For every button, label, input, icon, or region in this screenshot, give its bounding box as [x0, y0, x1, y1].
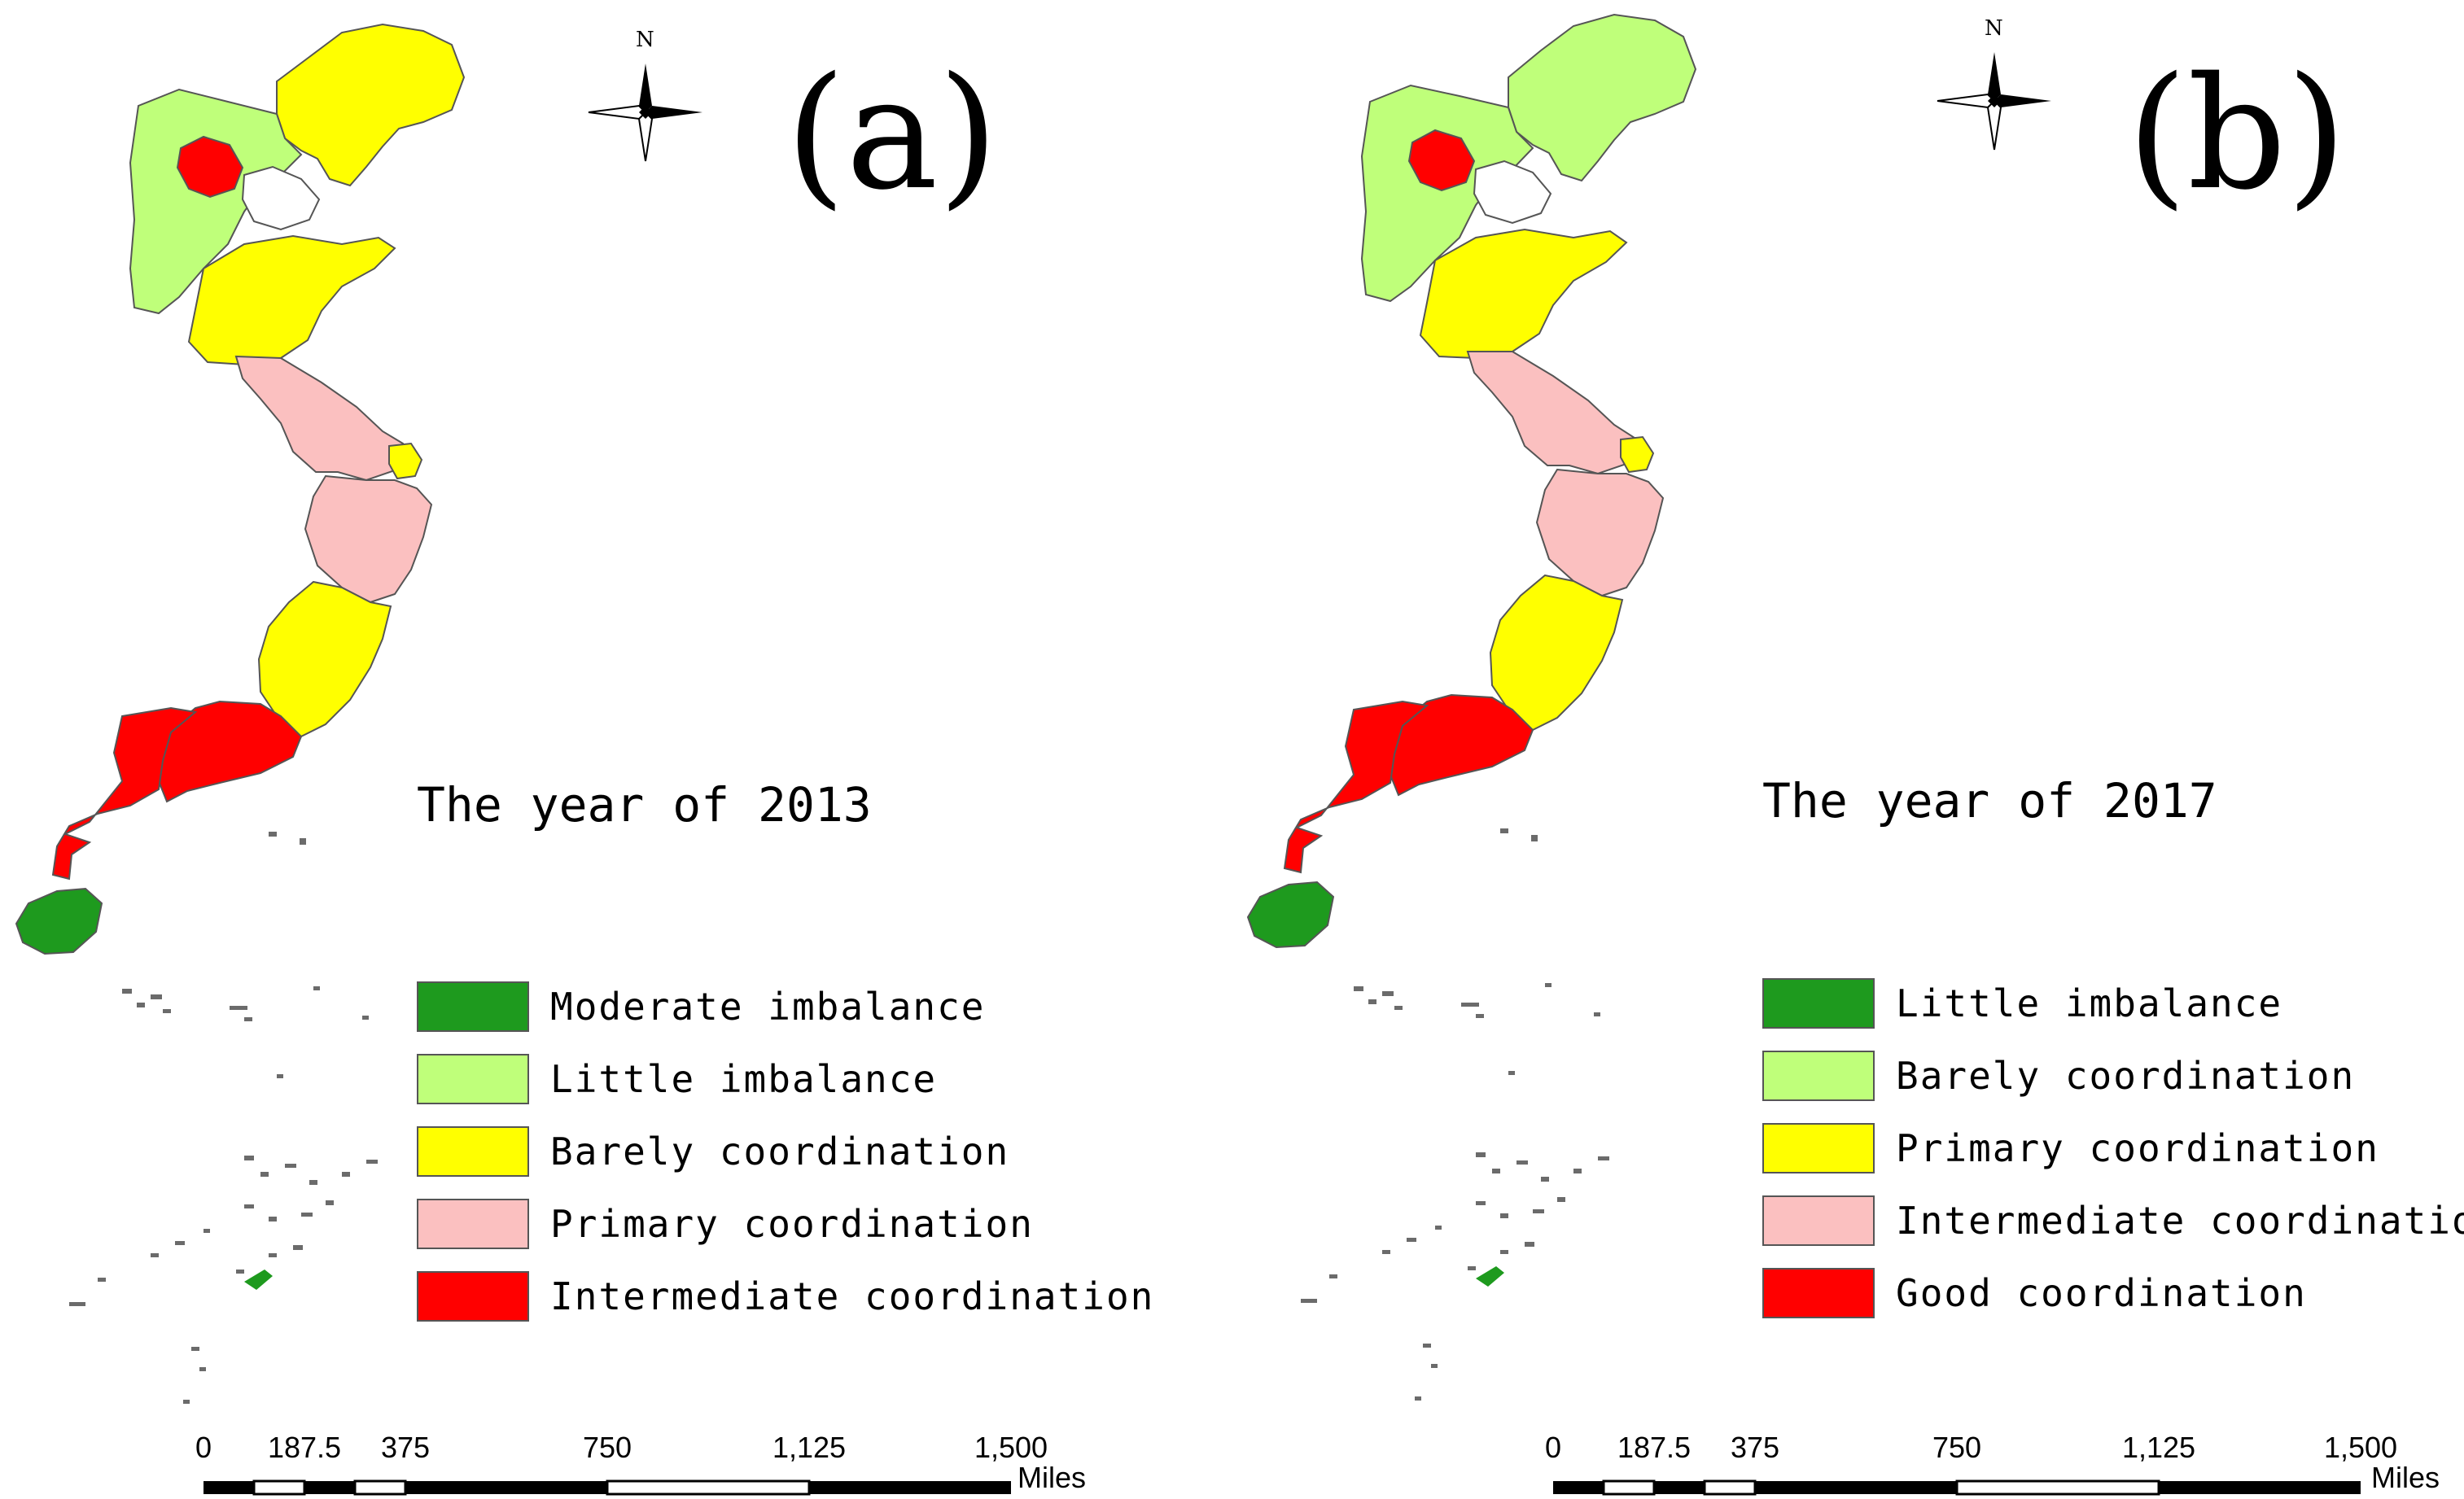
legend-label: Barely coordination	[1896, 1054, 2356, 1098]
region-beijing	[1407, 129, 1476, 192]
legend-swatch	[1762, 1123, 1875, 1173]
legend-item: Primary coordination	[1762, 1123, 2464, 1177]
legend-label: Intermediate coordination	[550, 1274, 1155, 1318]
north-label: N	[1985, 16, 2003, 41]
year-label: The year of 2013	[417, 777, 872, 833]
region-hebei	[129, 88, 303, 315]
legend-item: Intermediate coordination	[1762, 1195, 2464, 1249]
sea-islands	[1301, 828, 1609, 1401]
map-svg-b	[1246, 13, 2361, 1496]
small-green-island	[244, 1270, 273, 1290]
legend-label: Moderate imbalance	[550, 985, 986, 1029]
region-tianjin	[1473, 160, 1552, 225]
region-zhejiang	[1535, 468, 1665, 597]
legend-label: Intermediate coordination	[1896, 1199, 2464, 1243]
region-shanghai	[388, 442, 423, 480]
scale-tick-label: 187.5	[1617, 1431, 1692, 1464]
region-shandong	[187, 234, 396, 366]
legend-swatch	[417, 1054, 529, 1104]
legend-label: Good coordination	[1896, 1271, 2307, 1315]
small-green-island	[1476, 1266, 1504, 1287]
scale-bar	[1553, 1479, 2361, 1496]
region-jiangsu	[234, 355, 405, 482]
north-arrow	[588, 63, 702, 162]
legend-swatch	[417, 1199, 529, 1249]
region-hainan	[15, 887, 103, 955]
scale-tick-label: 750	[582, 1431, 632, 1464]
legend-swatch	[1762, 1051, 1875, 1101]
legend-swatch	[417, 1126, 529, 1177]
legend-item: Barely coordination	[417, 1126, 1149, 1180]
map-regions	[1246, 13, 1697, 949]
region-hainan	[1246, 881, 1335, 949]
scale-tick-label: 0	[195, 1431, 212, 1464]
legend-swatch	[417, 981, 529, 1032]
region-guangxi	[51, 706, 198, 881]
scale-bar	[204, 1479, 1011, 1496]
scale-tick-label: 750	[1932, 1431, 1982, 1464]
scale-tick-label: 187.5	[267, 1431, 342, 1464]
region-guangxi	[1283, 700, 1429, 874]
region-shanghai	[1620, 435, 1655, 474]
legend-label: Primary coordination	[550, 1202, 1034, 1246]
region-liaoning	[276, 23, 466, 187]
scale-tick-label: 375	[1730, 1431, 1780, 1464]
legend-item: Good coordination	[1762, 1268, 2464, 1322]
north-arrow	[1937, 52, 2051, 151]
region-fujian	[1489, 574, 1624, 732]
region-shandong	[1419, 228, 1628, 360]
legend-item: Little imbalance	[1762, 978, 2464, 1032]
legend-label: Little imbalance	[1896, 981, 2283, 1025]
scale-units-label: Miles	[1018, 1461, 1087, 1494]
region-jiangsu	[1466, 351, 1636, 475]
region-beijing	[176, 135, 244, 199]
legend-item: Moderate imbalance	[417, 981, 1149, 1035]
map-regions	[15, 23, 466, 955]
legend-label: Primary coordination	[1896, 1126, 2379, 1170]
sea-islands	[69, 832, 378, 1404]
legend-label: Barely coordination	[550, 1130, 1010, 1173]
legend-label: Little imbalance	[550, 1057, 938, 1101]
region-hebei	[1360, 84, 1534, 303]
scale-tick-label: 375	[380, 1431, 431, 1464]
legend-swatch	[1762, 1268, 1875, 1318]
panel-letter: (b)	[2127, 44, 2347, 224]
legend-item: Primary coordination	[417, 1199, 1149, 1252]
scale-tick-label: 1,500	[2323, 1431, 2398, 1464]
north-label: N	[636, 28, 654, 52]
legend-item: Barely coordination	[1762, 1051, 2464, 1104]
year-label: The year of 2017	[1762, 773, 2217, 828]
region-zhejiang	[304, 474, 433, 604]
region-fujian	[257, 580, 392, 738]
panel-letter: (a)	[786, 44, 999, 224]
legend-swatch	[417, 1271, 529, 1322]
legend-swatch	[1762, 1195, 1875, 1246]
scale-tick-label: 1,125	[2121, 1431, 2196, 1464]
legend-item: Intermediate coordination	[417, 1271, 1153, 1325]
scale-tick-label: 1,500	[974, 1431, 1048, 1464]
scale-tick-label: 0	[1544, 1431, 1562, 1464]
map-panel-a: N (a) The year of 2013 Moderate imbalanc…	[15, 23, 1153, 1496]
map-panel-b: N (b) The year of 2017 Little imbalance …	[1232, 0, 2464, 1499]
region-liaoning	[1508, 13, 1697, 182]
legend-item: Little imbalance	[417, 1054, 1149, 1108]
scale-tick-label: 1,125	[772, 1431, 847, 1464]
legend-swatch	[1762, 978, 1875, 1029]
scale-units-label: Miles	[2371, 1461, 2440, 1494]
region-tianjin	[241, 165, 321, 231]
map-svg-a	[15, 23, 1011, 1496]
